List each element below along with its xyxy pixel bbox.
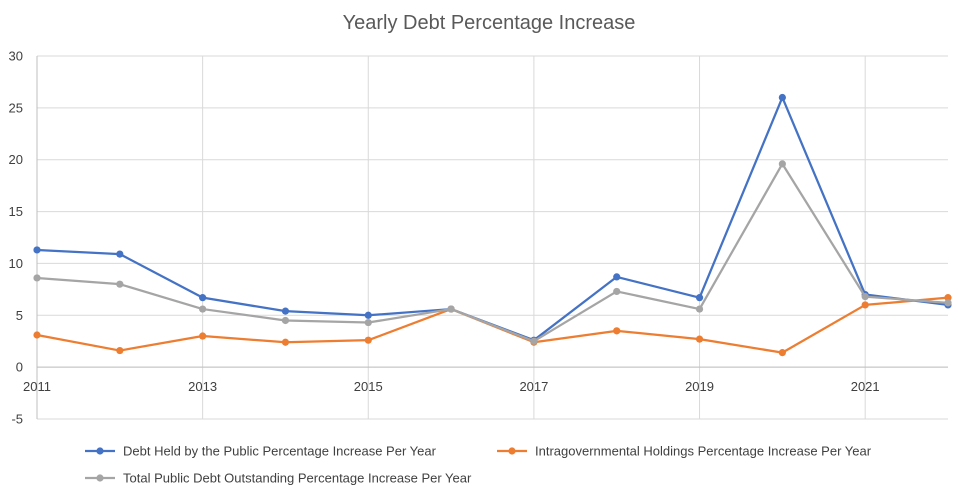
series-line (36, 162, 949, 343)
data-point (199, 305, 207, 313)
x-tick-label: 2013 (188, 379, 217, 394)
series-2 (33, 294, 952, 357)
grid-lines (37, 55, 948, 420)
data-point (613, 327, 621, 335)
data-point (613, 287, 621, 296)
data-point (364, 311, 372, 319)
data-point (778, 160, 786, 168)
x-tick-label: 2015 (354, 379, 383, 394)
legend-marker (96, 474, 104, 482)
y-tick-label: 10 (9, 256, 23, 271)
data-point (281, 316, 290, 325)
y-tick-label: -5 (11, 412, 23, 427)
data-point (695, 335, 704, 343)
legend-item: Total Public Debt Outstanding Percentage… (85, 471, 472, 486)
legend-marker (96, 447, 104, 455)
data-point (944, 294, 952, 302)
legend-label: Debt Held by the Public Percentage Incre… (123, 444, 437, 459)
y-tick-label: 20 (9, 152, 23, 167)
data-point (116, 346, 124, 355)
legend-item: Intragovernmental Holdings Percentage In… (497, 444, 872, 459)
y-tick-label: 5 (16, 308, 23, 323)
y-tick-label: 15 (9, 204, 23, 219)
series-1 (33, 93, 952, 344)
data-point (199, 294, 207, 302)
data-point (33, 246, 41, 254)
series-3 (33, 160, 952, 345)
data-point (447, 305, 455, 313)
data-point (281, 338, 290, 346)
data-point (778, 93, 786, 102)
data-point (861, 293, 869, 301)
x-tick-label: 2017 (519, 379, 548, 394)
legend-item: Debt Held by the Public Percentage Incre… (85, 444, 437, 459)
data-point (364, 336, 372, 344)
data-point (695, 305, 704, 313)
data-point (33, 274, 41, 282)
data-point (944, 299, 952, 307)
data-point (778, 349, 786, 357)
axes (36, 56, 948, 419)
chart-title: Yearly Debt Percentage Increase (343, 12, 636, 34)
x-tick-label: 2019 (685, 379, 714, 394)
series-line (36, 96, 949, 342)
data-point (116, 280, 124, 288)
data-point (199, 332, 207, 340)
data-point (281, 307, 290, 315)
y-tick-label: 0 (16, 360, 23, 375)
legend-label: Total Public Debt Outstanding Percentage… (123, 471, 472, 486)
legend-marker (508, 447, 516, 455)
y-tick-label: 30 (9, 49, 23, 64)
data-point (861, 301, 869, 309)
y-tick-label: 25 (9, 100, 23, 115)
data-point (33, 331, 41, 339)
legend: Debt Held by the Public Percentage Incre… (85, 444, 872, 486)
data-point (364, 318, 372, 327)
x-tick-label: 2021 (851, 379, 880, 394)
legend-label: Intragovernmental Holdings Percentage In… (535, 444, 872, 459)
data-point (613, 273, 621, 281)
data-point (116, 250, 124, 258)
data-point (695, 294, 704, 302)
x-tick-label: 2011 (23, 379, 51, 394)
series-lines (33, 93, 952, 357)
data-point (530, 337, 538, 345)
